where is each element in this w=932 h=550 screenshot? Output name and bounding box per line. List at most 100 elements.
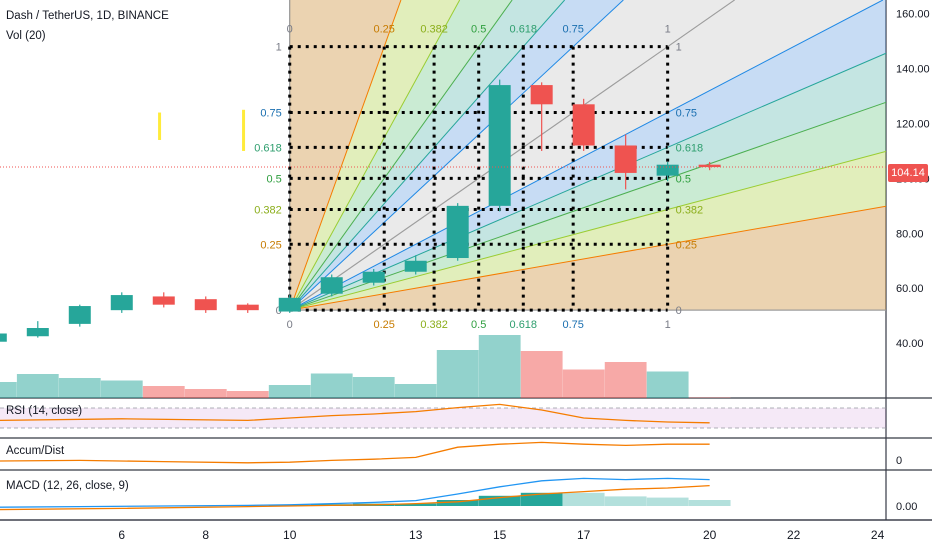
macd-legend[interactable]: MACD (12, 26, close, 9) <box>6 480 129 492</box>
volume-bar <box>58 378 101 398</box>
volume-bar <box>688 397 731 398</box>
price-axis-tick: 140.00 <box>896 64 930 76</box>
rsi-line <box>0 403 710 424</box>
fan-ray-right <box>289 101 887 311</box>
volume-bar <box>226 391 269 398</box>
fib-label-top: 0.25 <box>374 24 395 36</box>
fib-label-left: 1 <box>276 42 282 54</box>
time-axis-tick: 6 <box>118 528 125 542</box>
fib-label-bottom: 0.618 <box>510 319 538 331</box>
rsi-band <box>0 408 886 428</box>
fib-label-right: 0 <box>676 305 682 317</box>
fan-ray-right <box>289 150 887 311</box>
time-axis-tick: 15 <box>493 528 507 542</box>
fib-label-top: 0.75 <box>562 24 583 36</box>
price-axis-tick: 60.00 <box>896 283 924 295</box>
fib-label-right: 0.25 <box>676 239 697 251</box>
fib-label-top: 0 <box>287 24 293 36</box>
time-axis-tick: 20 <box>703 528 717 542</box>
fib-label-left: 0.382 <box>254 205 282 217</box>
time-axis-tick: 8 <box>202 528 209 542</box>
time-axis-tick: 13 <box>409 528 423 542</box>
fib-label-left: 0.618 <box>254 142 282 154</box>
fib-label-left: 0.75 <box>260 108 281 120</box>
macd-histogram-bar <box>688 500 731 506</box>
macd-histogram-bar <box>394 503 437 506</box>
fib-label-right: 0.75 <box>676 108 697 120</box>
rsi-legend[interactable]: RSI (14, close) <box>6 405 83 417</box>
price-axis-tick: 40.00 <box>896 338 924 350</box>
volume-bar <box>394 384 437 398</box>
candle-body <box>320 277 343 294</box>
macd-histogram-bar <box>478 495 521 506</box>
candle-body <box>614 145 637 173</box>
volume-bar <box>100 380 143 398</box>
time-axis-tick: 24 <box>871 528 885 542</box>
fan-ray-right <box>289 52 887 311</box>
candle-body <box>488 85 511 206</box>
fib-label-bottom: 0.382 <box>420 319 448 331</box>
volume-bar <box>646 371 689 398</box>
time-axis-tick: 10 <box>283 528 297 542</box>
accum-dist-line <box>0 441 710 464</box>
candle-body <box>278 297 301 312</box>
fib-label-right: 0.618 <box>676 142 704 154</box>
candle-body <box>362 271 385 283</box>
fib-label-right: 0.382 <box>676 205 704 217</box>
macd-histogram-bar <box>604 496 647 506</box>
macd-histogram-bar <box>436 500 479 506</box>
candle-body <box>656 164 679 176</box>
volume-bar <box>520 351 563 398</box>
fib-label-top: 1 <box>665 24 671 36</box>
volume-bar <box>0 382 17 398</box>
volume-bar <box>16 374 59 398</box>
macd-histogram-bar <box>646 497 689 506</box>
macd-histogram-bar <box>562 492 605 506</box>
fib-label-top: 0.382 <box>420 24 448 36</box>
fib-label-top: 0.5 <box>471 24 486 36</box>
macd-histogram-bar <box>520 492 563 506</box>
current-price-tag: 104.14 <box>888 164 928 182</box>
fan-ray-upper <box>289 0 402 311</box>
price-axis-tick: 120.00 <box>896 119 930 131</box>
accum-dist-axis-tick: 0 <box>896 455 902 467</box>
volume-bar <box>478 335 521 398</box>
candle-body <box>110 295 133 311</box>
macd-axis-tick: 0.00 <box>896 501 917 513</box>
price-axis-tick: 160.00 <box>896 9 930 21</box>
volume-legend[interactable]: Vol (20) <box>6 30 46 42</box>
volume-bar <box>352 377 395 398</box>
volume-bar <box>562 369 605 398</box>
fib-label-top: 0.618 <box>510 24 538 36</box>
accum-dist-legend[interactable]: Accum/Dist <box>6 445 65 457</box>
fib-label-bottom: 0.25 <box>374 319 395 331</box>
candle-body <box>530 85 553 105</box>
time-axis-tick: 17 <box>577 528 591 542</box>
fib-label-left: 0 <box>276 305 282 317</box>
candle-body <box>404 260 427 272</box>
candle-body <box>26 328 49 337</box>
fib-label-bottom: 1 <box>665 319 671 331</box>
price-axis-tick: 80.00 <box>896 228 924 240</box>
candle-body <box>446 205 469 259</box>
candle-body <box>236 304 259 311</box>
candle-body <box>698 164 721 168</box>
macd-line <box>0 477 710 508</box>
volume-bar <box>436 350 479 398</box>
candle-body <box>572 104 595 146</box>
fan-ray-upper <box>289 0 461 311</box>
candle-body <box>68 306 91 324</box>
fan-ray-upper <box>289 0 566 311</box>
symbol-title[interactable]: Dash / TetherUS, 1D, BINANCE <box>6 10 169 22</box>
fib-label-bottom: 0 <box>287 319 293 331</box>
fan-ray-right <box>289 0 884 311</box>
volume-bar <box>268 385 311 398</box>
fib-label-left: 0.5 <box>266 173 281 185</box>
fan-ray-upper <box>289 0 624 311</box>
fan-ray-upper <box>289 0 513 311</box>
fan-ray-right <box>289 205 887 311</box>
candle-body <box>152 296 175 305</box>
candle-body <box>0 333 7 342</box>
fib-label-left: 0.25 <box>260 239 281 251</box>
